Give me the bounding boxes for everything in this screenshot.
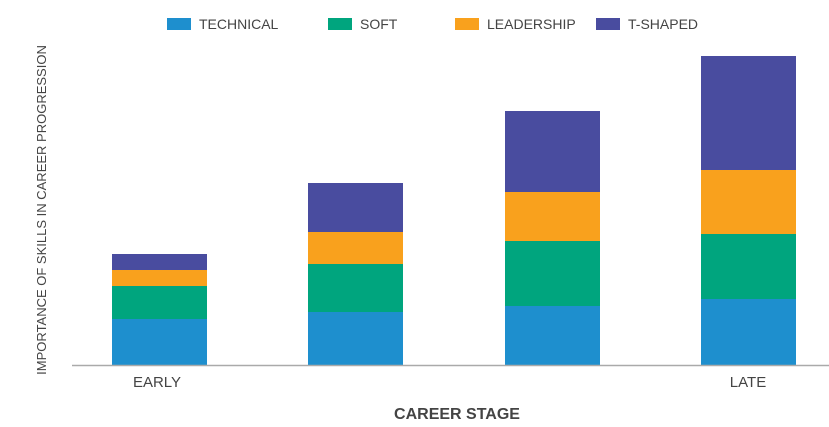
bar-segment-leadership-4 <box>701 170 796 234</box>
legend: TECHNICAL SOFT LEADERSHIP T-SHAPED <box>167 16 698 32</box>
legend-label-soft: SOFT <box>360 16 398 32</box>
bar-segment-leadership-1 <box>112 270 207 286</box>
bar-segment-technical-2 <box>308 312 403 365</box>
x-tick-label: LATE <box>730 374 766 391</box>
bar-segment-technical-1 <box>112 319 207 365</box>
legend-swatch-leadership <box>455 18 479 30</box>
bar-segment-soft-1 <box>112 286 207 319</box>
legend-swatch-technical <box>167 18 191 30</box>
bars <box>112 56 796 365</box>
bar-segment-leadership-3 <box>505 192 600 241</box>
legend-swatch-t-shaped <box>596 18 620 30</box>
legend-label-t-shaped: T-SHAPED <box>628 16 698 32</box>
bar-segment-t-shaped-3 <box>505 111 600 192</box>
x-axis-label: CAREER STAGE <box>394 406 520 423</box>
bar-segment-leadership-2 <box>308 232 403 264</box>
legend-label-technical: TECHNICAL <box>199 16 279 32</box>
x-tick-labels: EARLY LATE <box>133 374 766 391</box>
bar-segment-t-shaped-1 <box>112 254 207 270</box>
bar-segment-soft-3 <box>505 241 600 306</box>
y-axis-label: IMPORTANCE OF SKILLS IN CAREER PROGRESSI… <box>34 45 49 375</box>
legend-label-leadership: LEADERSHIP <box>487 16 576 32</box>
bar-segment-t-shaped-2 <box>308 183 403 232</box>
bar-segment-technical-3 <box>505 306 600 365</box>
bar-segment-t-shaped-4 <box>701 56 796 170</box>
x-tick-label: EARLY <box>133 374 181 391</box>
bar-segment-technical-4 <box>701 299 796 365</box>
bar-segment-soft-4 <box>701 234 796 299</box>
bar-segment-soft-2 <box>308 264 403 312</box>
legend-swatch-soft <box>328 18 352 30</box>
